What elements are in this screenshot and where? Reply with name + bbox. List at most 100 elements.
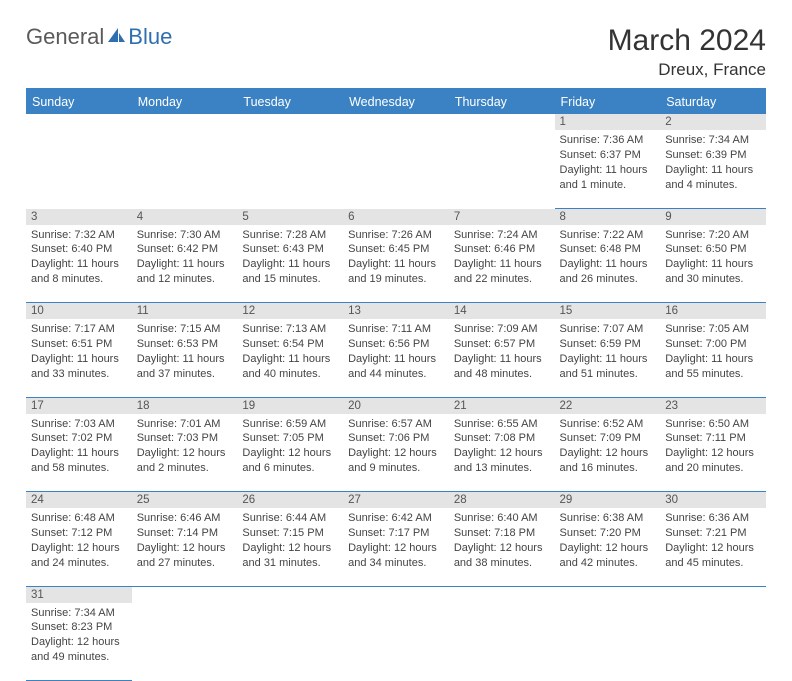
sunset-text: Sunset: 6:37 PM	[560, 148, 656, 163]
sunset-text: Sunset: 6:51 PM	[31, 337, 127, 352]
day-number-cell: 10	[26, 303, 132, 320]
day-number-row: 24252627282930	[26, 492, 766, 509]
logo-text-general: General	[26, 24, 104, 50]
logo: General Blue	[26, 24, 172, 50]
day-cell-content: Sunrise: 6:46 AMSunset: 7:14 PMDaylight:…	[132, 508, 238, 574]
day-cell-content: Sunrise: 6:59 AMSunset: 7:05 PMDaylight:…	[237, 414, 343, 480]
sunrise-text: Sunrise: 6:36 AM	[665, 511, 761, 526]
day-cell-content: Sunrise: 7:03 AMSunset: 7:02 PMDaylight:…	[26, 414, 132, 480]
sunrise-text: Sunrise: 6:50 AM	[665, 417, 761, 432]
day-cell-content: Sunrise: 7:34 AMSunset: 6:39 PMDaylight:…	[660, 130, 766, 196]
day-number-cell: 16	[660, 303, 766, 320]
day-cell-content: Sunrise: 7:36 AMSunset: 6:37 PMDaylight:…	[555, 130, 661, 196]
daylight-text: Daylight: 12 hours and 9 minutes.	[348, 446, 444, 476]
day-cell-content: Sunrise: 6:42 AMSunset: 7:17 PMDaylight:…	[343, 508, 449, 574]
day-number-cell: 14	[449, 303, 555, 320]
day-number-cell	[555, 586, 661, 603]
day-cell: Sunrise: 6:42 AMSunset: 7:17 PMDaylight:…	[343, 508, 449, 586]
daylight-text: Daylight: 11 hours and 12 minutes.	[137, 257, 233, 287]
daylight-text: Daylight: 12 hours and 31 minutes.	[242, 541, 338, 571]
day-cell	[449, 603, 555, 681]
day-cell	[343, 603, 449, 681]
day-number-cell: 31	[26, 586, 132, 603]
sunrise-text: Sunrise: 6:46 AM	[137, 511, 233, 526]
day-number-cell	[237, 114, 343, 130]
weekday-header: Friday	[555, 89, 661, 114]
sunset-text: Sunset: 7:09 PM	[560, 431, 656, 446]
sunset-text: Sunset: 7:12 PM	[31, 526, 127, 541]
day-number-cell: 8	[555, 208, 661, 225]
day-number-cell: 2	[660, 114, 766, 130]
sunrise-text: Sunrise: 6:40 AM	[454, 511, 550, 526]
day-cell	[237, 130, 343, 208]
day-cell: Sunrise: 7:34 AMSunset: 8:23 PMDaylight:…	[26, 603, 132, 681]
day-cell-content: Sunrise: 6:48 AMSunset: 7:12 PMDaylight:…	[26, 508, 132, 574]
daylight-text: Daylight: 12 hours and 45 minutes.	[665, 541, 761, 571]
daylight-text: Daylight: 12 hours and 13 minutes.	[454, 446, 550, 476]
sunset-text: Sunset: 6:50 PM	[665, 242, 761, 257]
day-cell: Sunrise: 7:30 AMSunset: 6:42 PMDaylight:…	[132, 225, 238, 303]
daylight-text: Daylight: 12 hours and 24 minutes.	[31, 541, 127, 571]
sunrise-text: Sunrise: 6:52 AM	[560, 417, 656, 432]
day-cell-content: Sunrise: 7:17 AMSunset: 6:51 PMDaylight:…	[26, 319, 132, 385]
day-cell-content: Sunrise: 7:15 AMSunset: 6:53 PMDaylight:…	[132, 319, 238, 385]
sunrise-text: Sunrise: 7:13 AM	[242, 322, 338, 337]
day-cell: Sunrise: 7:22 AMSunset: 6:48 PMDaylight:…	[555, 225, 661, 303]
day-number-cell: 11	[132, 303, 238, 320]
day-cell: Sunrise: 6:50 AMSunset: 7:11 PMDaylight:…	[660, 414, 766, 492]
sunset-text: Sunset: 6:53 PM	[137, 337, 233, 352]
day-cell-content: Sunrise: 7:20 AMSunset: 6:50 PMDaylight:…	[660, 225, 766, 291]
calendar-table: SundayMondayTuesdayWednesdayThursdayFrid…	[26, 88, 766, 681]
day-number-cell: 6	[343, 208, 449, 225]
day-number-row: 31	[26, 586, 766, 603]
day-cell: Sunrise: 6:59 AMSunset: 7:05 PMDaylight:…	[237, 414, 343, 492]
day-number-row: 3456789	[26, 208, 766, 225]
day-number-cell: 17	[26, 397, 132, 414]
sunrise-text: Sunrise: 7:24 AM	[454, 228, 550, 243]
sunrise-text: Sunrise: 6:59 AM	[242, 417, 338, 432]
daylight-text: Daylight: 11 hours and 19 minutes.	[348, 257, 444, 287]
sunrise-text: Sunrise: 7:26 AM	[348, 228, 444, 243]
day-cell	[343, 130, 449, 208]
day-content-row: Sunrise: 7:17 AMSunset: 6:51 PMDaylight:…	[26, 319, 766, 397]
day-content-row: Sunrise: 7:34 AMSunset: 8:23 PMDaylight:…	[26, 603, 766, 681]
day-number-cell	[237, 586, 343, 603]
day-number-cell	[343, 586, 449, 603]
day-number-cell: 30	[660, 492, 766, 509]
day-cell: Sunrise: 6:55 AMSunset: 7:08 PMDaylight:…	[449, 414, 555, 492]
daylight-text: Daylight: 11 hours and 37 minutes.	[137, 352, 233, 382]
daylight-text: Daylight: 12 hours and 38 minutes.	[454, 541, 550, 571]
sunrise-text: Sunrise: 7:34 AM	[31, 606, 127, 621]
daylight-text: Daylight: 12 hours and 49 minutes.	[31, 635, 127, 665]
day-cell: Sunrise: 7:11 AMSunset: 6:56 PMDaylight:…	[343, 319, 449, 397]
day-cell-content: Sunrise: 6:57 AMSunset: 7:06 PMDaylight:…	[343, 414, 449, 480]
sunset-text: Sunset: 8:23 PM	[31, 620, 127, 635]
day-cell: Sunrise: 6:40 AMSunset: 7:18 PMDaylight:…	[449, 508, 555, 586]
sunrise-text: Sunrise: 7:20 AM	[665, 228, 761, 243]
day-number-cell	[132, 586, 238, 603]
sunset-text: Sunset: 7:05 PM	[242, 431, 338, 446]
sunrise-text: Sunrise: 7:28 AM	[242, 228, 338, 243]
day-number-cell: 29	[555, 492, 661, 509]
day-number-row: 10111213141516	[26, 303, 766, 320]
sunset-text: Sunset: 7:11 PM	[665, 431, 761, 446]
day-number-cell: 4	[132, 208, 238, 225]
weekday-header: Sunday	[26, 89, 132, 114]
daylight-text: Daylight: 12 hours and 16 minutes.	[560, 446, 656, 476]
day-cell: Sunrise: 7:17 AMSunset: 6:51 PMDaylight:…	[26, 319, 132, 397]
day-cell	[237, 603, 343, 681]
day-cell: Sunrise: 7:05 AMSunset: 7:00 PMDaylight:…	[660, 319, 766, 397]
daylight-text: Daylight: 11 hours and 15 minutes.	[242, 257, 338, 287]
day-cell	[132, 603, 238, 681]
sunset-text: Sunset: 6:48 PM	[560, 242, 656, 257]
calendar-body: 12Sunrise: 7:36 AMSunset: 6:37 PMDayligh…	[26, 114, 766, 681]
day-number-row: 17181920212223	[26, 397, 766, 414]
sunset-text: Sunset: 7:14 PM	[137, 526, 233, 541]
day-number-cell: 1	[555, 114, 661, 130]
weekday-header: Thursday	[449, 89, 555, 114]
day-cell: Sunrise: 7:32 AMSunset: 6:40 PMDaylight:…	[26, 225, 132, 303]
sunset-text: Sunset: 6:59 PM	[560, 337, 656, 352]
day-number-cell: 19	[237, 397, 343, 414]
sunrise-text: Sunrise: 7:36 AM	[560, 133, 656, 148]
day-cell-content: Sunrise: 7:11 AMSunset: 6:56 PMDaylight:…	[343, 319, 449, 385]
